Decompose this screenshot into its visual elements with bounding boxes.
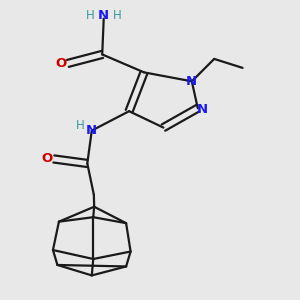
Text: N: N (86, 124, 97, 137)
Text: H: H (86, 8, 95, 22)
Text: H: H (76, 119, 85, 132)
Text: N: N (186, 75, 197, 88)
Text: O: O (42, 152, 53, 166)
Text: O: O (56, 57, 67, 70)
Text: N: N (197, 103, 208, 116)
Text: N: N (98, 8, 109, 22)
Text: H: H (113, 8, 122, 22)
